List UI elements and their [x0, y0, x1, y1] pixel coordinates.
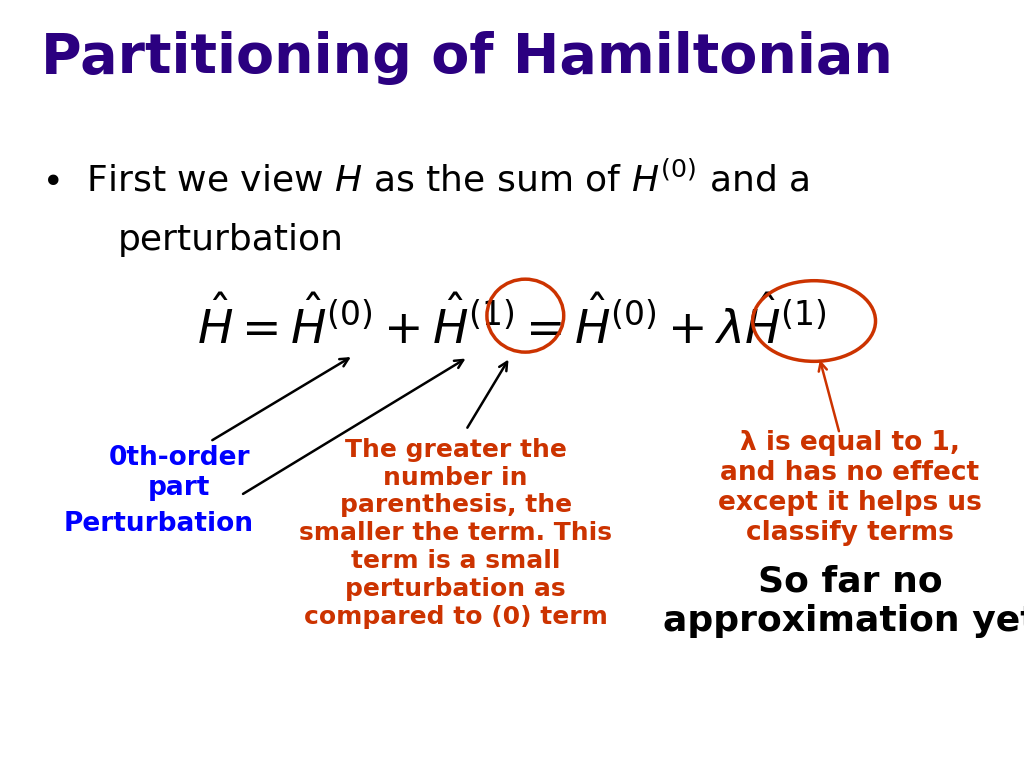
- Text: perturbation: perturbation: [118, 223, 344, 257]
- Text: 0th-order
part: 0th-order part: [109, 445, 250, 502]
- Text: Partitioning of Hamiltonian: Partitioning of Hamiltonian: [41, 31, 893, 84]
- Text: So far no
approximation yet: So far no approximation yet: [663, 564, 1024, 638]
- Text: λ is equal to 1,
and has no effect
except it helps us
classify terms: λ is equal to 1, and has no effect excep…: [718, 430, 982, 546]
- Text: $\hat{H} = \hat{H}^{(0)} + \hat{H}^{(1)} = \hat{H}^{(0)} + \lambda\hat{H}^{(1)}$: $\hat{H} = \hat{H}^{(0)} + \hat{H}^{(1)}…: [198, 299, 826, 354]
- Text: Perturbation: Perturbation: [63, 511, 254, 537]
- Text: The greater the
number in
parenthesis, the
smaller the term. This
term is a smal: The greater the number in parenthesis, t…: [299, 438, 612, 628]
- Text: $\bullet$  First we view $\mathit{H}$ as the sum of $\mathit{H}^{(0)}$ and a: $\bullet$ First we view $\mathit{H}$ as …: [41, 161, 809, 198]
